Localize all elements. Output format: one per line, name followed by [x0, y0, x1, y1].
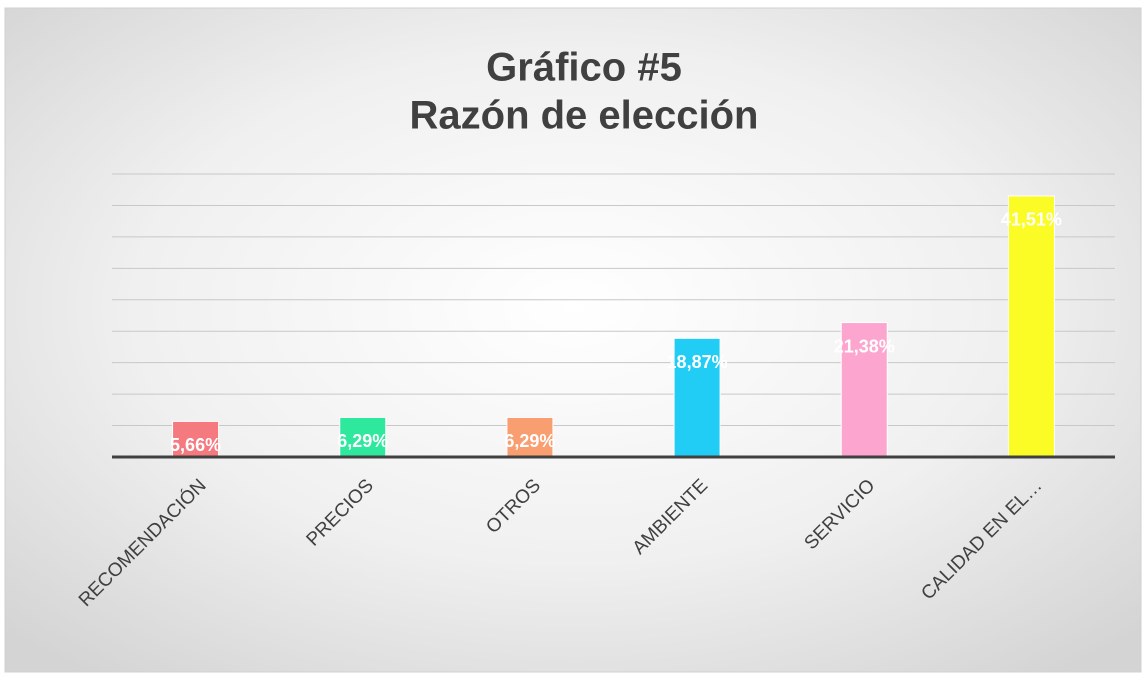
bar — [506, 416, 554, 458]
bar — [1007, 195, 1055, 458]
chart-title: Gráfico #5 — [486, 46, 682, 90]
chart-background — [4, 7, 1142, 673]
chart-subtitle: Razón de elección — [410, 94, 759, 138]
data-label: 41,51% — [1001, 210, 1062, 230]
data-label: 6,29% — [504, 431, 555, 451]
bar — [673, 337, 721, 458]
bar — [840, 322, 888, 458]
data-label: 6,29% — [337, 431, 388, 451]
bar — [172, 420, 220, 458]
bar — [339, 416, 387, 458]
data-label: 5,66% — [170, 435, 221, 455]
data-label: 18,87% — [667, 352, 728, 372]
data-label: 21,38% — [834, 336, 895, 356]
